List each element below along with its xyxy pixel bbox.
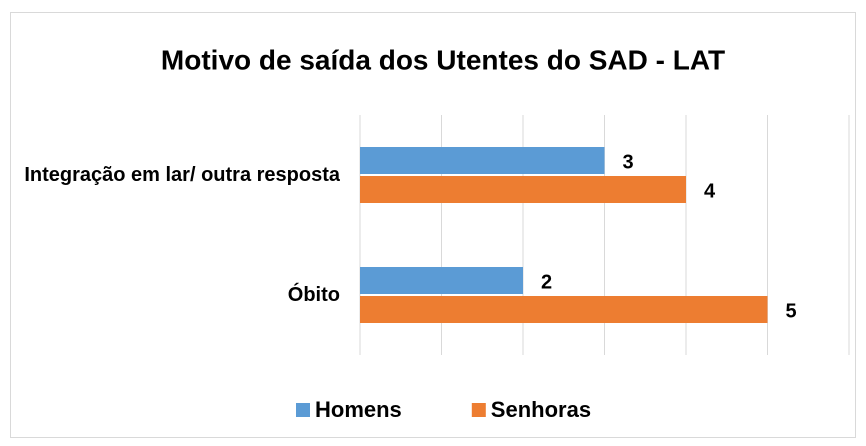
category-label-box: Integração em lar/ outra resposta: [10, 125, 340, 225]
data-label: 5: [786, 300, 797, 322]
bar: [360, 267, 523, 294]
legend-swatch: [471, 403, 486, 417]
y-tick-label: Óbito: [287, 284, 340, 306]
data-label: 2: [541, 271, 552, 293]
chart-border: [10, 12, 856, 438]
chart-title: Motivo de saída dos Utentes do SAD - LAT: [161, 44, 725, 75]
legend-label: Homens: [315, 397, 402, 422]
category-label-box: Óbito: [10, 245, 340, 345]
bar: [360, 176, 686, 203]
legend-label: Senhoras: [491, 397, 591, 422]
data-label: 4: [704, 180, 716, 202]
category-label-wrap: Integração em lar/ outra resposta: [10, 125, 340, 225]
bar: [360, 147, 605, 174]
category-label-wrap: Óbito: [10, 245, 340, 345]
legend-swatch: [296, 403, 310, 417]
y-tick-label: Integração em lar/ outra resposta: [24, 164, 340, 186]
bar: [360, 296, 768, 323]
data-label: 3: [623, 151, 634, 173]
